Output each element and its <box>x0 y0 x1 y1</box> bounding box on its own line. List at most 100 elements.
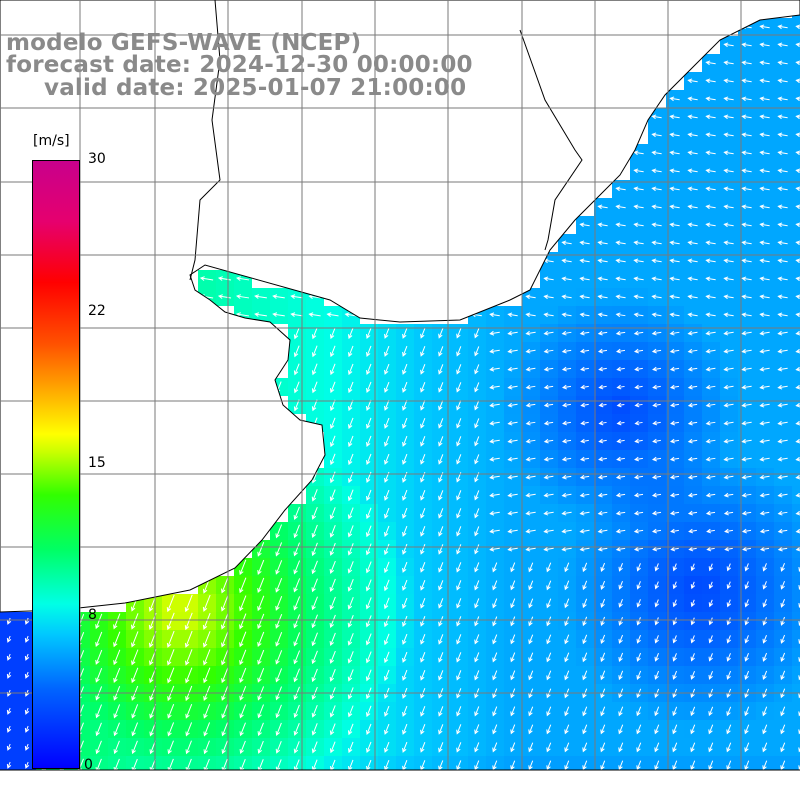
wind-arrow <box>474 544 480 555</box>
wind-arrow <box>456 634 462 645</box>
wind-arrow <box>365 633 372 646</box>
wind-arrow <box>618 599 623 608</box>
wind-arrow <box>708 635 713 644</box>
wind-cell <box>792 738 800 756</box>
wind-arrow <box>762 724 768 735</box>
wind-arrow <box>598 456 607 462</box>
wind-arrow <box>402 633 408 645</box>
wind-cell <box>792 378 800 396</box>
wind-cell <box>792 612 800 630</box>
wind-arrow <box>293 722 300 736</box>
wind-arrow <box>795 546 800 552</box>
wind-arrow <box>543 276 554 282</box>
wind-arrow <box>528 634 534 645</box>
wind-arrow <box>582 724 588 735</box>
wind-arrow <box>347 399 354 412</box>
wind-arrow <box>239 722 246 737</box>
wind-arrow <box>669 222 680 228</box>
wind-arrow <box>615 276 626 282</box>
wind-arrow <box>777 78 788 84</box>
wind-cell <box>792 306 800 324</box>
wind-arrow <box>759 510 770 516</box>
wind-arrow <box>672 742 678 753</box>
wind-arrow <box>759 132 770 138</box>
wind-arrow <box>329 435 336 448</box>
wind-arrow <box>95 668 103 683</box>
wind-arrow <box>651 510 662 516</box>
wind-cell <box>792 180 800 198</box>
wind-arrow <box>275 560 283 575</box>
wind-arrow <box>543 510 554 516</box>
wind-arrow <box>420 724 426 735</box>
wind-arrow <box>489 384 500 390</box>
wind-arrow <box>456 490 462 501</box>
wind-arrow <box>759 168 770 174</box>
wind-arrow <box>167 740 174 755</box>
wind-arrow <box>275 668 283 683</box>
wind-arrow <box>203 649 211 666</box>
wind-arrow <box>564 742 570 753</box>
wind-arrow <box>580 366 589 372</box>
wind-arrow <box>347 723 354 736</box>
wind-arrow <box>652 546 661 552</box>
wind-arrow <box>525 330 536 336</box>
wind-cell <box>792 648 800 666</box>
wind-arrow <box>723 240 734 246</box>
wind-arrow <box>708 563 714 572</box>
wind-arrow <box>579 528 590 534</box>
wind-arrow <box>706 528 715 534</box>
wind-arrow <box>705 366 716 372</box>
wind-arrow <box>600 598 606 608</box>
wind-cell <box>792 594 800 612</box>
wind-arrow <box>708 742 714 753</box>
wind-arrow <box>669 294 680 300</box>
wind-arrow <box>546 652 552 663</box>
wind-arrow <box>633 528 644 534</box>
wind-arrow <box>561 528 572 534</box>
colorbar-tick-8: 8 <box>88 607 97 623</box>
wind-arrow <box>705 78 716 84</box>
wind-arrow <box>759 438 770 444</box>
wind-arrow <box>636 563 641 572</box>
wind-arrow <box>311 560 318 575</box>
wind-arrow <box>741 186 752 192</box>
wind-arrow <box>402 525 408 537</box>
wind-arrow <box>347 669 354 682</box>
wind-arrow <box>687 330 698 336</box>
wind-arrow <box>744 652 749 662</box>
wind-arrow <box>708 760 714 771</box>
wind-arrow <box>795 132 800 138</box>
wind-arrow <box>616 366 625 372</box>
wind-arrow <box>546 742 552 753</box>
wind-arrow <box>705 330 716 336</box>
wind-arrow <box>528 760 534 771</box>
wind-arrow <box>723 132 734 138</box>
wind-arrow <box>562 420 571 426</box>
wind-cell <box>792 630 800 648</box>
wind-arrow <box>167 722 175 737</box>
wind-arrow <box>329 327 336 340</box>
wind-arrow <box>489 546 500 552</box>
wind-arrow <box>579 222 590 228</box>
wind-arrow <box>741 168 752 174</box>
wind-arrow <box>705 222 716 228</box>
wind-arrow <box>561 240 572 246</box>
wind-arrow <box>438 382 444 393</box>
wind-arrow <box>597 294 608 300</box>
wind-arrow <box>690 724 696 735</box>
wind-cell <box>792 522 800 540</box>
wind-arrow <box>795 456 800 462</box>
wind-arrow <box>741 312 752 318</box>
wind-arrow <box>311 506 318 520</box>
wind-cell <box>792 558 800 576</box>
wind-arrow <box>543 456 554 462</box>
wind-arrow <box>507 456 518 462</box>
wind-arrow <box>654 599 660 608</box>
wind-arrow <box>580 402 589 408</box>
wind-arrow <box>438 724 444 735</box>
wind-arrow <box>438 580 444 591</box>
wind-arrow <box>633 168 644 174</box>
wind-arrow <box>777 492 788 498</box>
wind-arrow <box>598 402 607 408</box>
wind-arrow <box>777 528 788 534</box>
